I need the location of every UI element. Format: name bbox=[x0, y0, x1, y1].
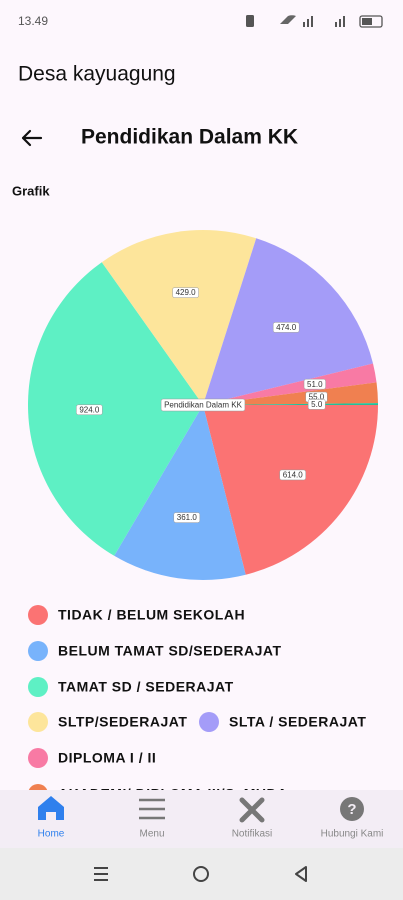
nav-menu[interactable]: Menu bbox=[139, 798, 165, 840]
pie-slice bbox=[203, 382, 378, 405]
value-label: 55.0 bbox=[309, 393, 325, 402]
nav-label: Home bbox=[38, 829, 65, 840]
section-label: Grafik bbox=[12, 183, 50, 198]
legend-swatch bbox=[28, 605, 48, 625]
legend-label: SLTP/SEDERAJAT bbox=[58, 714, 187, 730]
chart-title: Pendidikan Dalam KK bbox=[164, 401, 242, 410]
nav-label: Menu bbox=[139, 829, 164, 840]
legend-label: BELUM TAMAT SD/SEDERAJAT bbox=[58, 643, 282, 659]
value-label: 429.0 bbox=[176, 288, 197, 297]
nav-home[interactable]: Home bbox=[38, 796, 65, 840]
value-label: 474.0 bbox=[276, 323, 297, 332]
back-button[interactable] bbox=[21, 129, 43, 147]
pie-slice bbox=[203, 405, 378, 575]
legend-label: TIDAK / BELUM SEKOLAH bbox=[58, 607, 245, 623]
pie-slice bbox=[203, 403, 378, 405]
legend-swatch bbox=[28, 748, 48, 768]
pie-slice bbox=[101, 230, 257, 405]
value-label-bg bbox=[303, 378, 326, 390]
pie-slice bbox=[114, 405, 246, 580]
center-label-bg bbox=[160, 398, 246, 412]
system-nav bbox=[0, 848, 403, 900]
value-label: 361.0 bbox=[177, 513, 198, 522]
help-icon: ? bbox=[347, 801, 356, 818]
value-label: 614.0 bbox=[283, 471, 304, 480]
value-label-bg bbox=[307, 399, 326, 410]
nav-hubungi[interactable]: ? Hubungi Kami bbox=[321, 797, 384, 840]
value-label: 5.0 bbox=[311, 400, 323, 409]
legend-label: SLTA / SEDERAJAT bbox=[229, 714, 366, 730]
bottom-nav: Home Menu Notifikasi ? Hubungi Kami bbox=[0, 790, 403, 848]
nav-notifikasi[interactable]: Notifikasi bbox=[232, 797, 273, 840]
pie-slice bbox=[203, 363, 377, 405]
legend-label: TAMAT SD / SEDERAJAT bbox=[58, 679, 234, 695]
nav-label: Hubungi Kami bbox=[321, 829, 384, 840]
status-time: 13.49 bbox=[18, 14, 48, 28]
legend-swatch bbox=[28, 712, 48, 732]
nav-background bbox=[0, 790, 403, 848]
nav-label: Notifikasi bbox=[232, 829, 273, 840]
value-label-bg bbox=[173, 512, 201, 523]
value-label-bg bbox=[76, 404, 103, 416]
value-label: 924.0 bbox=[79, 405, 100, 414]
value-label-bg bbox=[279, 469, 306, 481]
value-label: 51.0 bbox=[307, 380, 323, 389]
status-icons bbox=[246, 15, 383, 28]
legend-label: DIPLOMA I / II bbox=[58, 750, 156, 766]
legend-swatch bbox=[199, 712, 219, 732]
legend-swatch bbox=[28, 677, 48, 697]
pie-slice bbox=[203, 238, 374, 405]
page-title: Pendidikan Dalam KK bbox=[81, 126, 298, 149]
legend-swatch bbox=[28, 641, 48, 661]
value-label-bg bbox=[172, 287, 199, 298]
pie-chart: 614.0 361.0 924.0 429.0 474.0 51.0 55.05.0 Pend… bbox=[27, 230, 378, 804]
pie-slice bbox=[27, 262, 204, 556]
value-label-bg bbox=[272, 322, 300, 333]
app-title: Desa kayuagung bbox=[18, 63, 176, 86]
